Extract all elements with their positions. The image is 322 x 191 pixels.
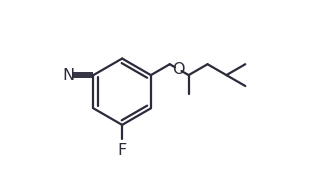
Text: F: F xyxy=(118,142,127,158)
Text: N: N xyxy=(62,68,74,83)
Text: O: O xyxy=(172,62,185,77)
